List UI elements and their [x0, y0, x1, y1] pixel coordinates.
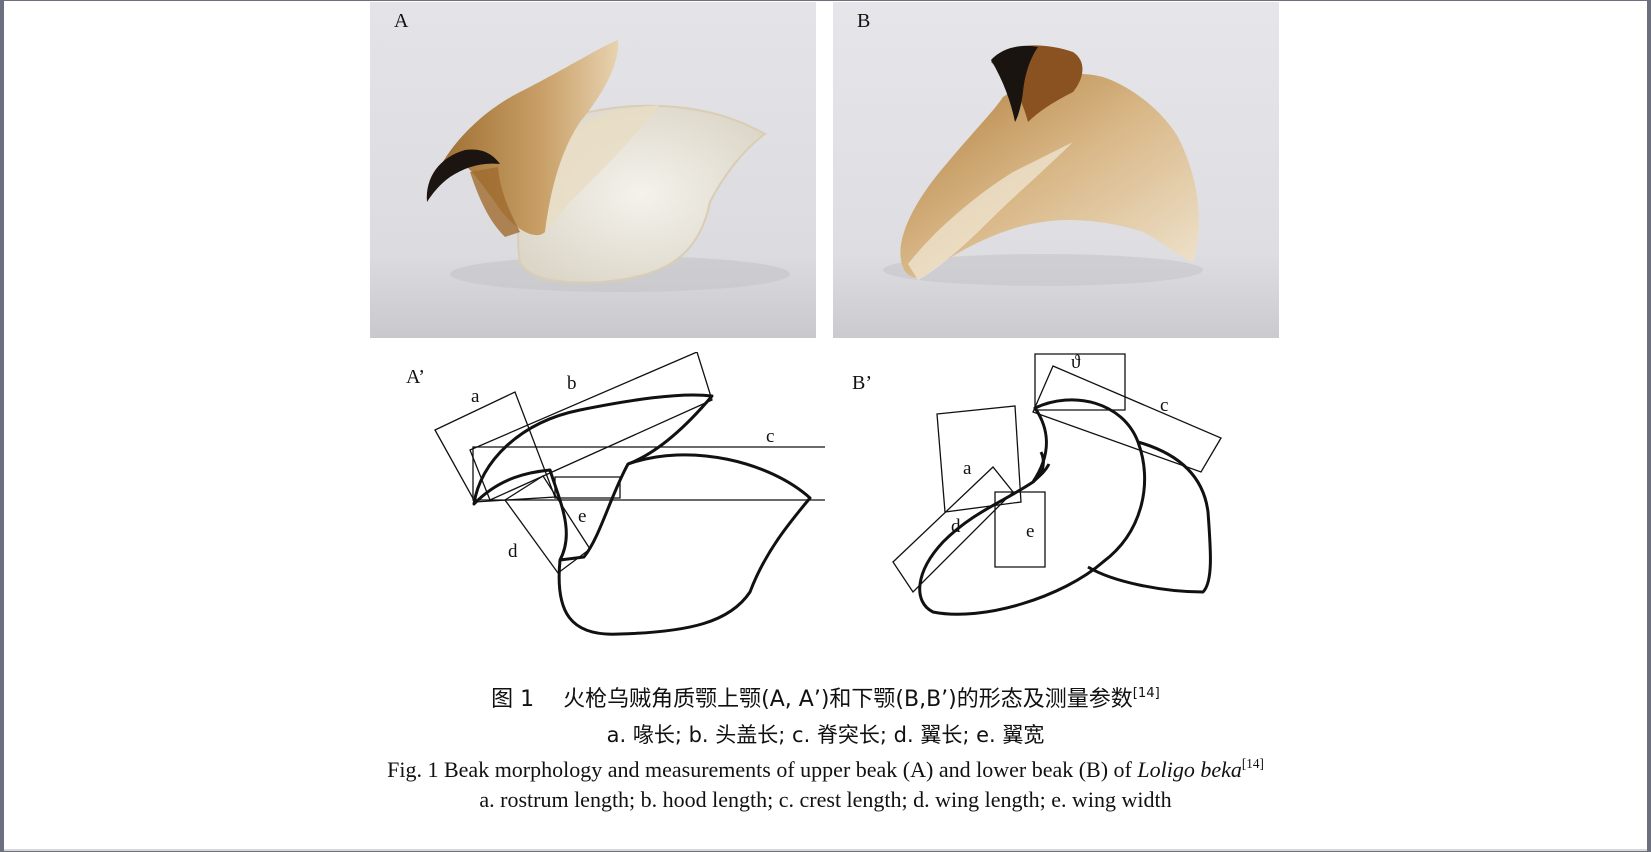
figure-legend-english: a. rostrum length; b. hood length; c. cr… — [479, 787, 1172, 812]
panel-label-b-prime: B’ — [852, 372, 872, 394]
label-d: d — [951, 516, 961, 537]
caption-zh-reference: [14] — [1132, 685, 1160, 701]
beak-tip-curl — [1031, 451, 1051, 484]
caption-zh-text: 图 1 火枪乌贼角质颚上颚(A, A’)和下颚(B,B’)的形态及测量参数 — [491, 687, 1133, 712]
measure-box-c — [1032, 365, 1222, 473]
caption-en-text: Fig. 1 Beak morphology and measurements … — [387, 757, 1138, 782]
beak-outline-wing — [557, 453, 812, 636]
figure-legend-chinese: a. 喙长; b. 头盖长; c. 脊突长; d. 翼长; e. 翼宽 — [606, 723, 1045, 747]
caption-species-name: Loligo beka — [1137, 757, 1242, 782]
photo-lower-beak — [833, 2, 1279, 338]
caption-en-reference: [14] — [1241, 755, 1264, 771]
panel-label-a: A — [394, 10, 409, 32]
diagram-upper-beak-measurements: a b c d e — [370, 352, 825, 652]
measure-box-c — [472, 446, 825, 501]
measure-box-e — [994, 491, 1046, 568]
label-e: e — [1026, 521, 1034, 542]
photo-upper-beak — [370, 2, 816, 338]
label-c: c — [766, 426, 774, 447]
figure-caption-english: Fig. 1 Beak morphology and measurements … — [4, 757, 1647, 783]
beak-outline-lower — [918, 398, 1146, 616]
label-b: b — [567, 373, 577, 394]
panel-label-a-prime: A’ — [406, 366, 425, 388]
beak-outline-wing — [1087, 440, 1212, 594]
measure-box-b — [469, 352, 713, 501]
label-a: a — [471, 386, 480, 407]
label-e: e — [578, 506, 586, 527]
label-top: ϑ — [1071, 352, 1081, 373]
panel-label-b: B — [857, 10, 871, 32]
measure-box-top — [1034, 353, 1126, 411]
measure-box-e — [554, 476, 621, 499]
diagram-lower-beak-measurements: ϑ c a d e — [833, 352, 1288, 652]
measure-box-a — [936, 405, 1022, 513]
figure-caption-chinese: 图 1 火枪乌贼角质颚上颚(A, A’)和下颚(B,B’)的形态及测量参数[14… — [4, 681, 1647, 713]
label-a: a — [963, 458, 972, 479]
label-d: d — [508, 541, 518, 562]
label-c: c — [1160, 395, 1168, 416]
paper-page: a b c d e ϑ c a d e — [4, 1, 1647, 851]
